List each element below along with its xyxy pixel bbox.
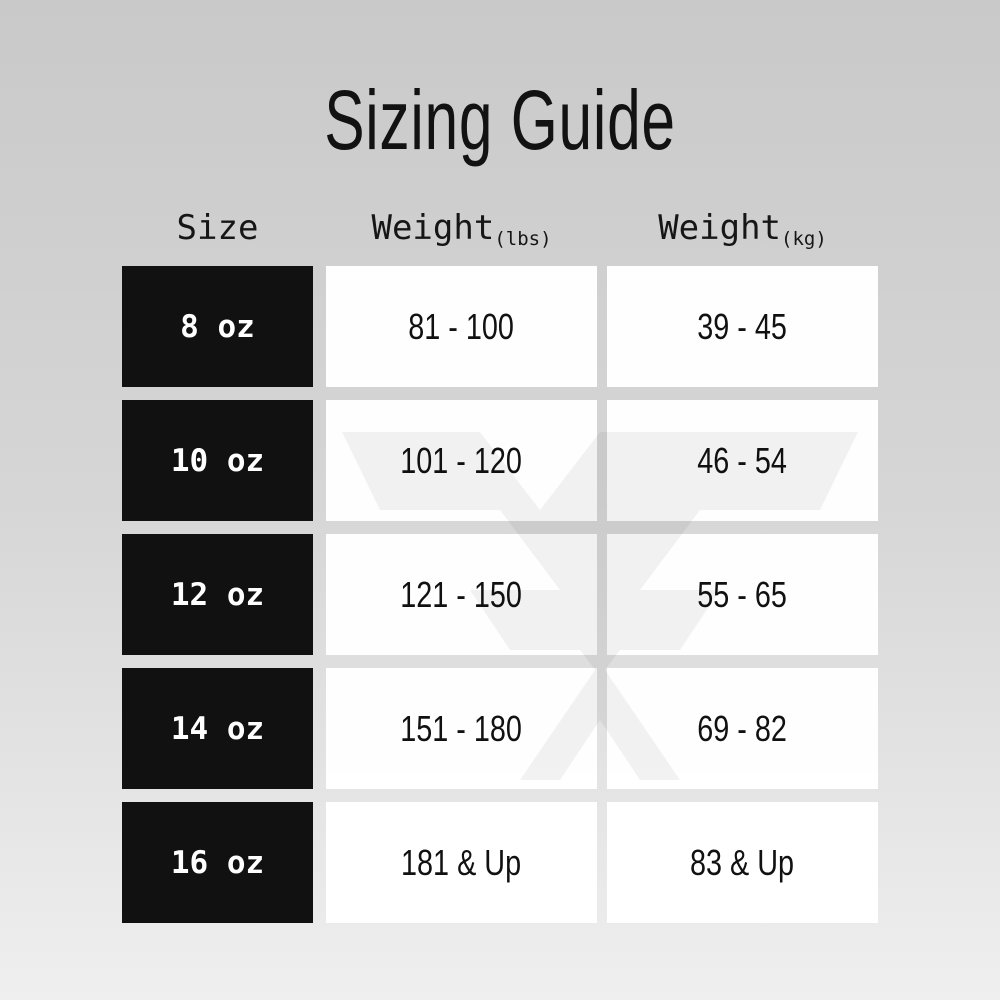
size-cell: 16 oz [122, 802, 313, 923]
header-unit: (kg) [781, 228, 827, 250]
weight-lbs-cell-text: 151 - 180 [400, 707, 523, 749]
weight-lbs-cell: 181 & Up [326, 802, 597, 923]
size-cell-text: 12 oz [170, 576, 265, 613]
header-label: Weight [371, 208, 495, 248]
weight-kg-cell: 39 - 45 [607, 266, 878, 387]
weight-lbs-cell-text: 81 - 100 [408, 305, 515, 347]
weight-lbs-cell: 121 - 150 [326, 534, 597, 655]
header-weight-kg: Weight(kg) [607, 208, 878, 250]
weight-lbs-cell-text: 101 - 120 [401, 440, 523, 482]
weight-kg-cell: 83 & Up [607, 802, 878, 923]
weight-kg-cell-text: 46 - 54 [698, 440, 788, 482]
size-cell-text: 8 oz [180, 308, 255, 345]
weight-kg-cell: 69 - 82 [607, 668, 878, 789]
size-cell-text: 10 oz [170, 442, 265, 479]
weight-kg-cell-text: 55 - 65 [697, 573, 788, 615]
header-label: Weight [658, 208, 782, 248]
size-cell-text: 16 oz [170, 844, 265, 881]
size-cell: 14 oz [122, 668, 313, 789]
size-cell: 10 oz [122, 400, 313, 521]
weight-kg-cell: 55 - 65 [607, 534, 878, 655]
size-cell-text: 14 oz [170, 710, 265, 747]
weight-kg-cell-text: 83 & Up [690, 841, 795, 883]
weight-lbs-cell: 101 - 120 [326, 400, 597, 521]
weight-lbs-cell: 151 - 180 [326, 668, 597, 789]
header-size: Size [176, 208, 259, 248]
weight-lbs-cell: 81 - 100 [326, 266, 597, 387]
page-title: Sizing Guide [324, 73, 676, 167]
weight-lbs-cell-text: 121 - 150 [400, 573, 523, 615]
header-weight-lbs: Weight(lbs) [326, 208, 597, 250]
weight-kg-cell-text: 39 - 45 [697, 305, 788, 347]
size-cell: 8 oz [122, 266, 313, 387]
weight-kg-cell: 46 - 54 [607, 400, 878, 521]
weight-kg-cell-text: 69 - 82 [697, 707, 788, 749]
weight-lbs-cell-text: 181 & Up [401, 841, 522, 883]
header-unit: (lbs) [494, 228, 552, 250]
size-cell: 12 oz [122, 534, 313, 655]
